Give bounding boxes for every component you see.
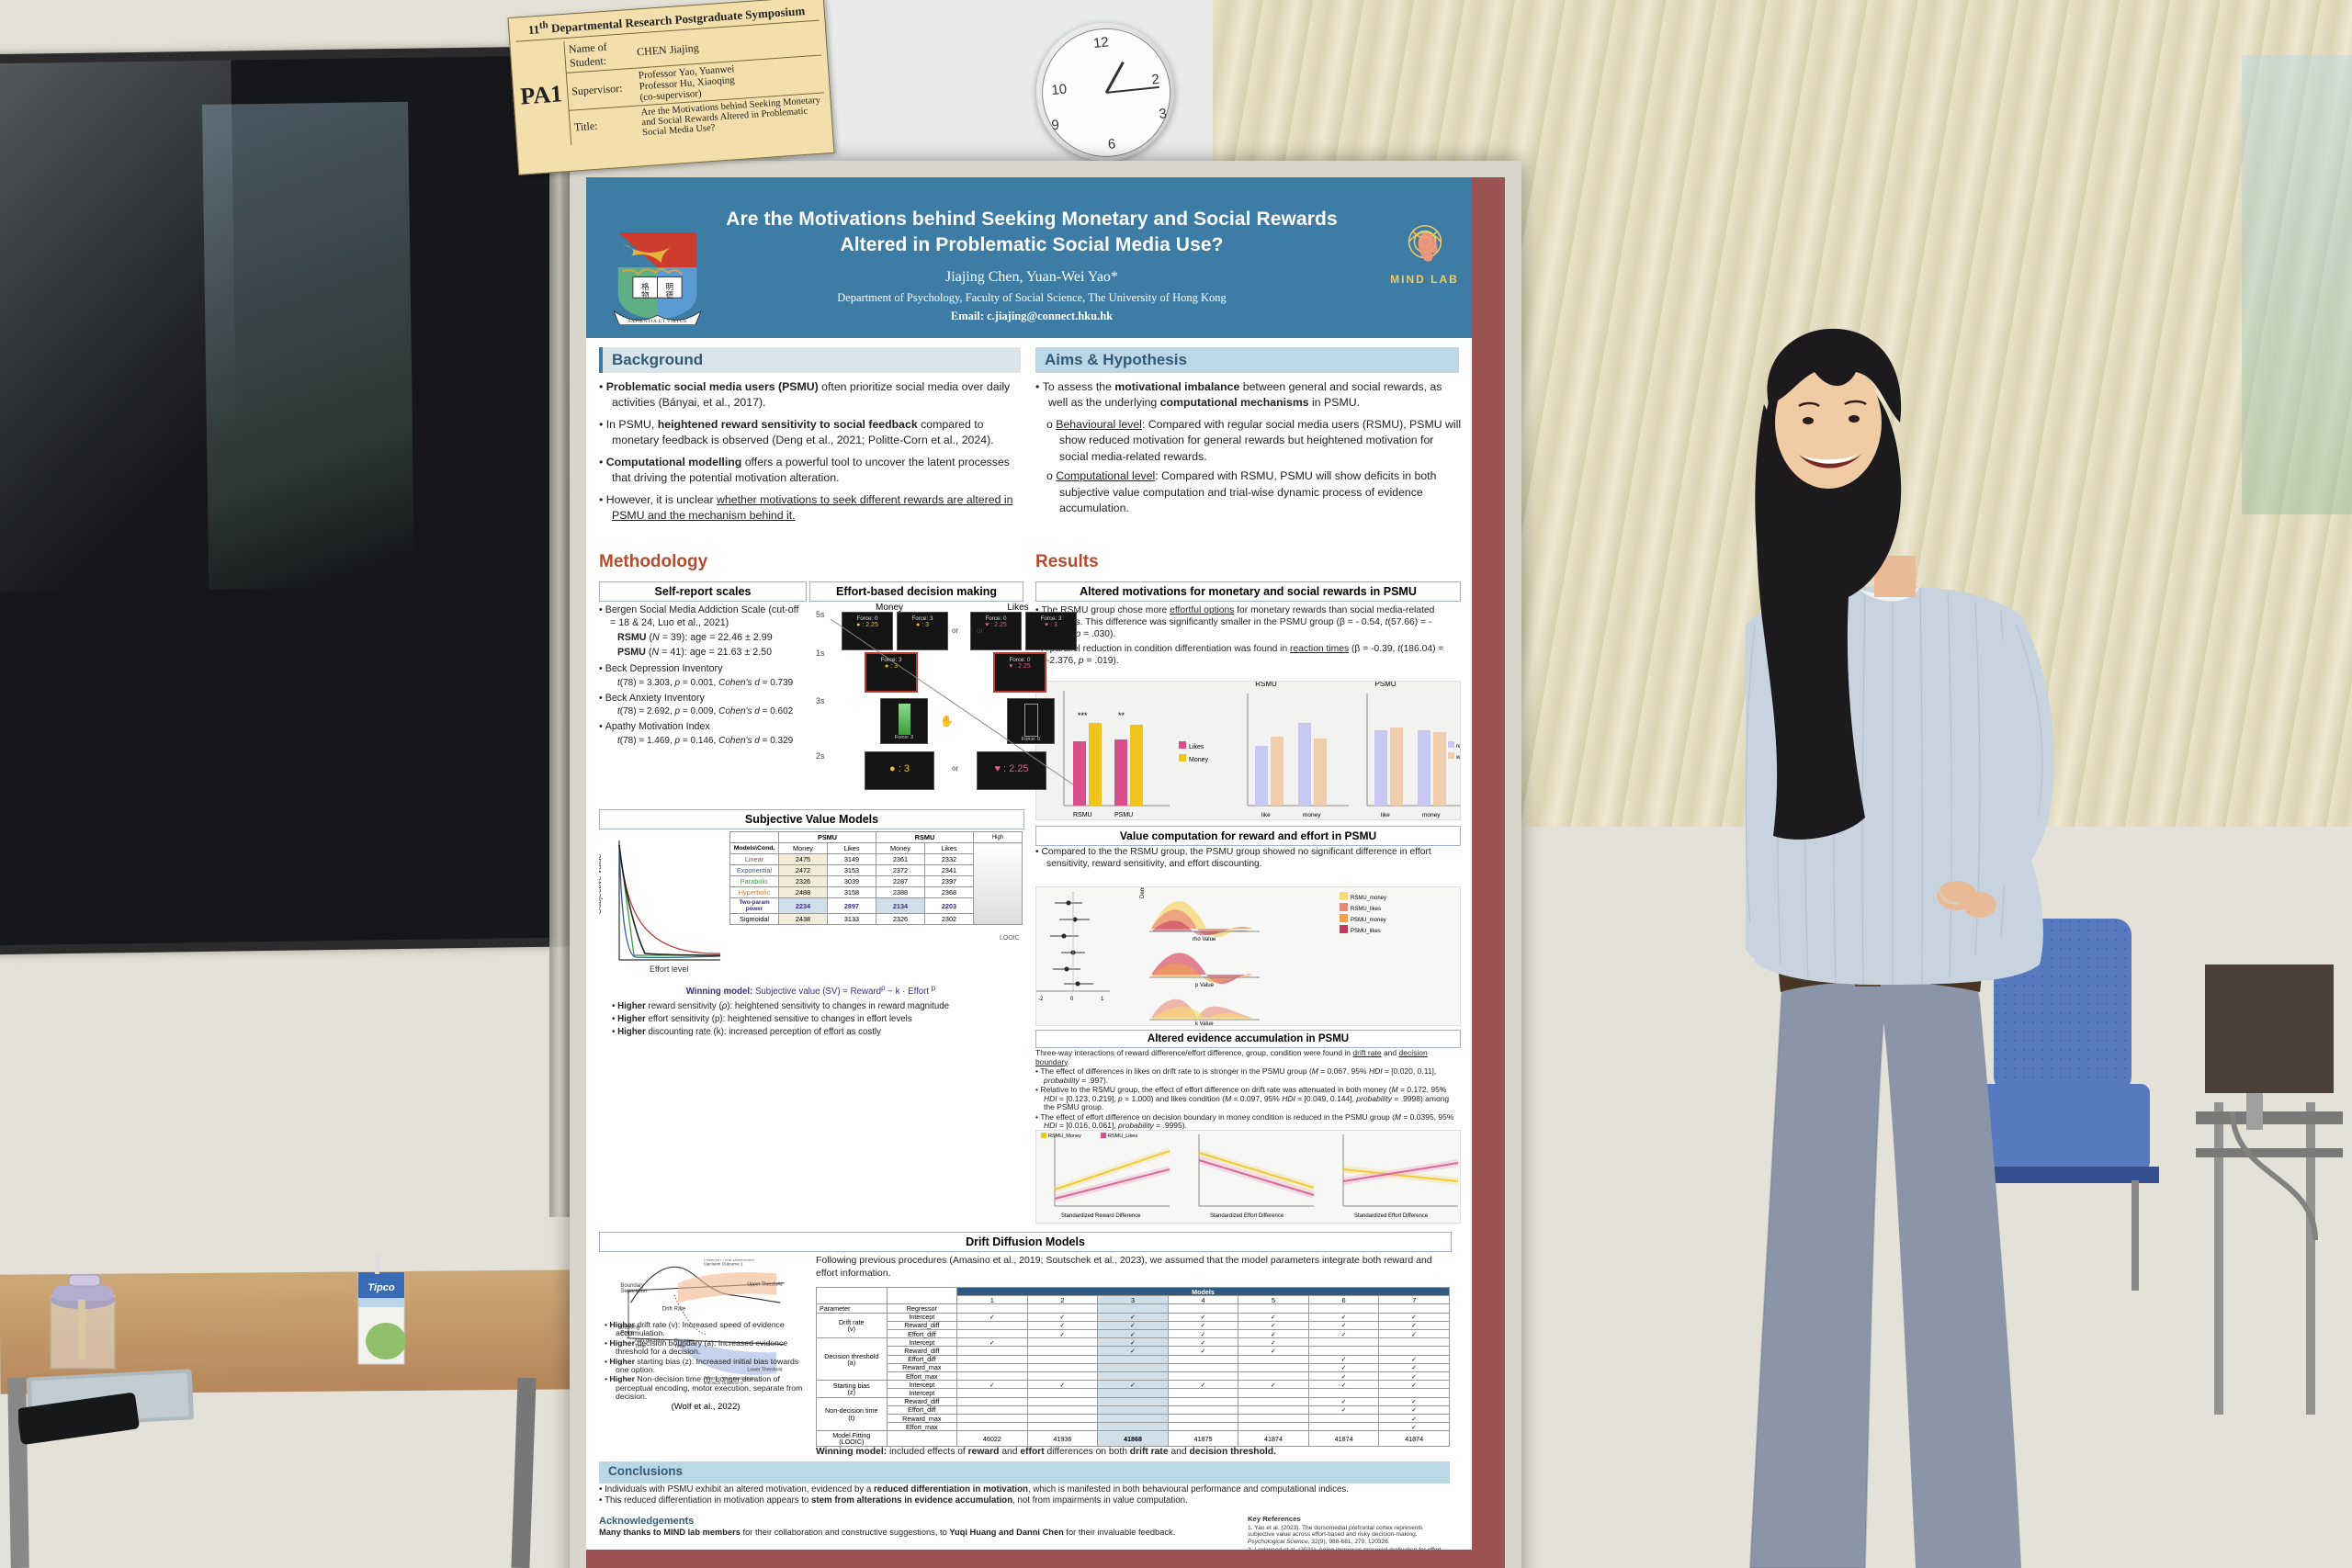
svg-text:Decision Outcome 1: Decision Outcome 1 bbox=[704, 1261, 743, 1266]
svg-text:格: 格 bbox=[641, 281, 650, 291]
svg-text:work: work bbox=[1455, 755, 1460, 761]
svg-text:明: 明 bbox=[666, 282, 674, 291]
svg-text:Standardized Effort Difference: Standardized Effort Difference bbox=[1210, 1213, 1284, 1219]
svg-text:Boundary: Boundary bbox=[620, 1283, 644, 1289]
svg-text:PSMU: PSMU bbox=[1374, 682, 1396, 688]
svg-text:PSMU: PSMU bbox=[1114, 812, 1133, 818]
svg-text:k Value: k Value bbox=[1195, 1021, 1214, 1025]
svg-text:Effort level: Effort level bbox=[650, 964, 688, 974]
svg-text:like: like bbox=[1261, 812, 1271, 818]
svg-text:RSMU_Money: RSMU_Money bbox=[1048, 1134, 1081, 1139]
svg-text:Tipco: Tipco bbox=[368, 1282, 394, 1293]
svg-text:rest: rest bbox=[1456, 744, 1460, 750]
svg-text:Density: Density bbox=[1140, 887, 1146, 898]
svg-text:RSMU: RSMU bbox=[1073, 812, 1092, 818]
svg-text:RSMU_Likes: RSMU_Likes bbox=[1108, 1134, 1137, 1139]
svg-text:德: 德 bbox=[666, 289, 674, 299]
svg-text:0: 0 bbox=[1070, 997, 1074, 1002]
svg-text:money: money bbox=[1422, 812, 1441, 818]
svg-text:Drift Rate: Drift Rate bbox=[662, 1307, 686, 1313]
svg-text:Standardized Effort Difference: Standardized Effort Difference bbox=[1354, 1213, 1429, 1219]
svg-text:p Value: p Value bbox=[1195, 983, 1215, 988]
svg-text:-2: -2 bbox=[1038, 997, 1044, 1002]
svg-text:RSMU_likes: RSMU_likes bbox=[1351, 907, 1381, 912]
svg-text:物: 物 bbox=[641, 289, 650, 299]
svg-text:like: like bbox=[1381, 812, 1390, 818]
svg-text:RSMU_money: RSMU_money bbox=[1351, 896, 1386, 901]
svg-text:PSMU_money: PSMU_money bbox=[1351, 918, 1386, 923]
svg-text:SAPIENTIA ET VIRTUS: SAPIENTIA ET VIRTUS bbox=[628, 319, 686, 324]
svg-text:RSMU: RSMU bbox=[1255, 682, 1277, 688]
svg-text:money: money bbox=[1303, 812, 1321, 818]
svg-text:Standardized Reward Difference: Standardized Reward Difference bbox=[1061, 1213, 1141, 1219]
svg-text:Upper Threshold: Upper Threshold bbox=[747, 1281, 782, 1287]
svg-text:1: 1 bbox=[1101, 997, 1104, 1002]
svg-text:rho Value: rho Value bbox=[1193, 937, 1216, 942]
svg-text:PSMU_likes: PSMU_likes bbox=[1351, 929, 1381, 934]
svg-text:Subjective value: Subjective value bbox=[599, 853, 603, 914]
svg-text:Separation: Separation bbox=[620, 1289, 647, 1294]
